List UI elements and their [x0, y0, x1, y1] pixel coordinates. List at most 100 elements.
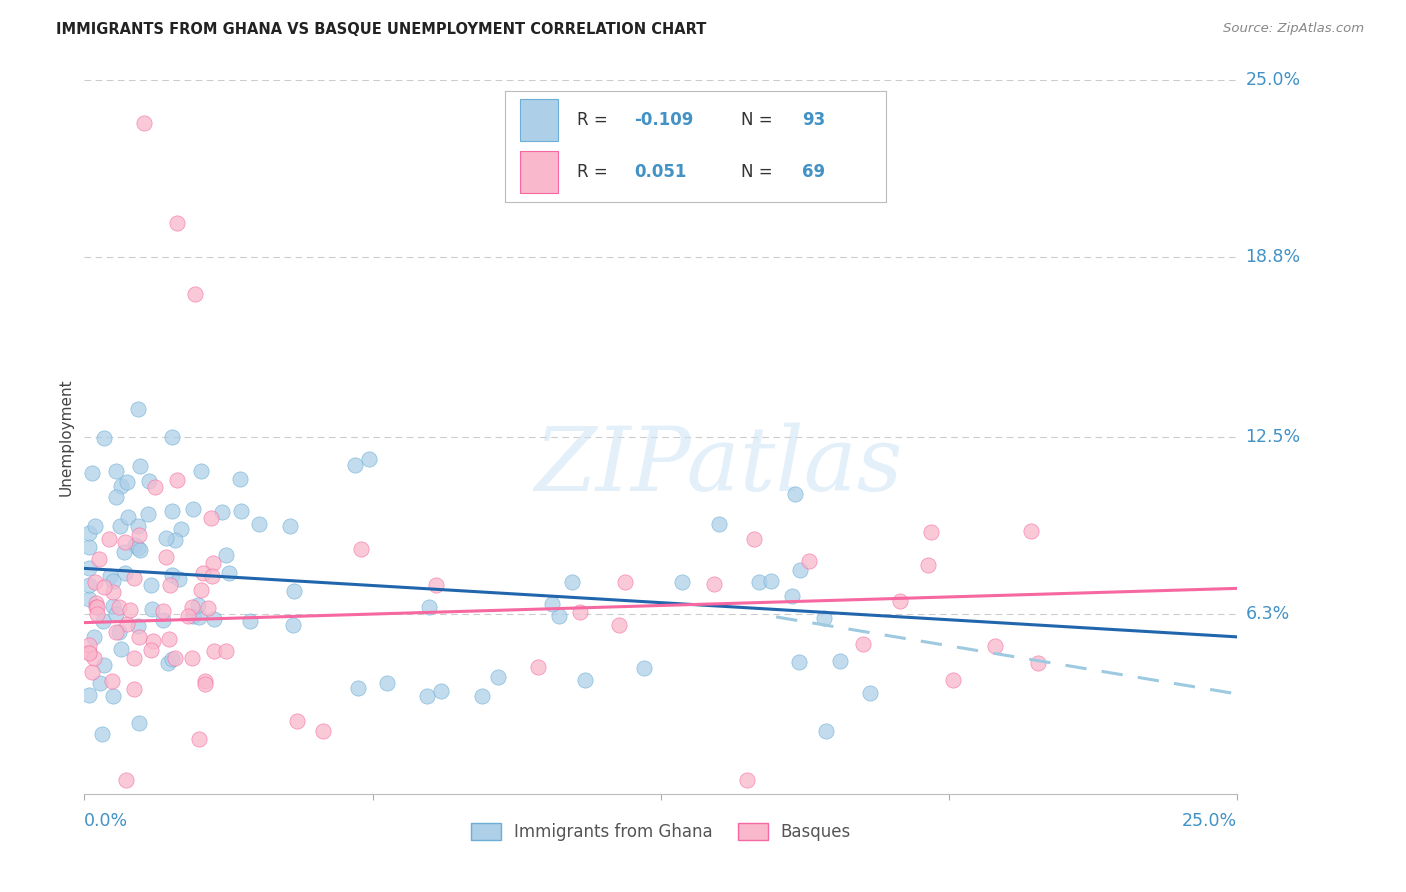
Point — [359, 451, 381, 466]
Point — [852, 637, 875, 651]
Point — [187, 731, 209, 746]
Point — [430, 684, 453, 698]
Point — [742, 532, 765, 546]
Point — [115, 617, 138, 632]
Point — [813, 611, 835, 625]
Point — [190, 464, 212, 478]
Text: 6.3%: 6.3% — [1246, 605, 1289, 623]
Point — [561, 575, 583, 590]
Point — [83, 630, 105, 644]
Point — [139, 643, 162, 657]
Point — [229, 472, 252, 486]
Point — [157, 632, 180, 646]
Point — [107, 600, 129, 615]
Point — [77, 540, 100, 554]
Text: Source: ZipAtlas.com: Source: ZipAtlas.com — [1223, 22, 1364, 36]
Point — [105, 625, 128, 640]
Point — [141, 602, 163, 616]
Point — [202, 612, 225, 626]
Point — [77, 688, 100, 702]
Point — [83, 574, 105, 589]
Point — [103, 599, 125, 613]
Point — [231, 504, 253, 518]
Point — [761, 574, 783, 588]
Point — [194, 673, 217, 688]
Point — [633, 661, 655, 675]
Point — [93, 432, 115, 446]
Point — [129, 543, 152, 558]
Point — [122, 682, 145, 697]
Point — [136, 507, 159, 521]
Point — [80, 665, 103, 679]
Point — [343, 458, 366, 473]
Point — [183, 501, 205, 516]
Point — [184, 287, 207, 301]
Point — [84, 599, 107, 614]
Point — [177, 609, 200, 624]
Y-axis label: Unemployment: Unemployment — [58, 378, 73, 496]
Point — [143, 480, 166, 494]
Point — [188, 610, 211, 624]
Point — [84, 596, 107, 610]
Point — [139, 578, 162, 592]
Point — [170, 522, 193, 536]
Point — [117, 475, 139, 490]
Point — [122, 651, 145, 665]
Point — [93, 581, 115, 595]
Point — [77, 577, 100, 591]
Point — [190, 582, 212, 597]
Point — [118, 603, 141, 617]
Point — [152, 613, 174, 627]
Point — [138, 474, 160, 488]
Point — [488, 670, 510, 684]
Text: 18.8%: 18.8% — [1246, 248, 1301, 266]
Point — [89, 675, 111, 690]
Point — [155, 549, 177, 564]
Point — [917, 558, 939, 572]
Point — [201, 569, 224, 583]
Point — [160, 503, 183, 517]
Point — [105, 607, 128, 622]
Text: 12.5%: 12.5% — [1246, 428, 1301, 446]
Point — [247, 517, 270, 532]
Point — [77, 526, 100, 541]
Point — [181, 608, 204, 623]
Point — [541, 598, 564, 612]
Point — [103, 690, 125, 704]
Point — [83, 519, 105, 533]
Point — [780, 590, 803, 604]
Point — [418, 599, 440, 614]
Legend: Immigrants from Ghana, Basques: Immigrants from Ghana, Basques — [463, 815, 859, 850]
Point — [215, 644, 238, 658]
Point — [103, 585, 125, 599]
Point — [122, 571, 145, 585]
Point — [134, 116, 156, 130]
Point — [193, 566, 215, 581]
Point — [77, 638, 100, 652]
Point — [152, 604, 174, 618]
Point — [156, 656, 179, 670]
Point — [187, 599, 209, 613]
Point — [160, 652, 183, 666]
Point — [128, 630, 150, 644]
Point — [942, 673, 965, 688]
Point — [77, 647, 100, 661]
Point — [202, 556, 225, 570]
Point — [350, 542, 373, 557]
Point — [127, 519, 149, 533]
Point — [814, 724, 837, 739]
Point — [110, 478, 132, 492]
Point — [114, 534, 136, 549]
Point — [200, 510, 222, 524]
Point — [425, 577, 447, 591]
Point — [114, 566, 136, 580]
Point — [375, 676, 398, 690]
Text: 25.0%: 25.0% — [1246, 71, 1301, 89]
Point — [127, 401, 149, 416]
Point — [117, 509, 139, 524]
Point — [281, 617, 304, 632]
Point — [128, 716, 150, 731]
Point — [112, 545, 135, 559]
Point — [569, 605, 592, 619]
Point — [797, 553, 820, 567]
